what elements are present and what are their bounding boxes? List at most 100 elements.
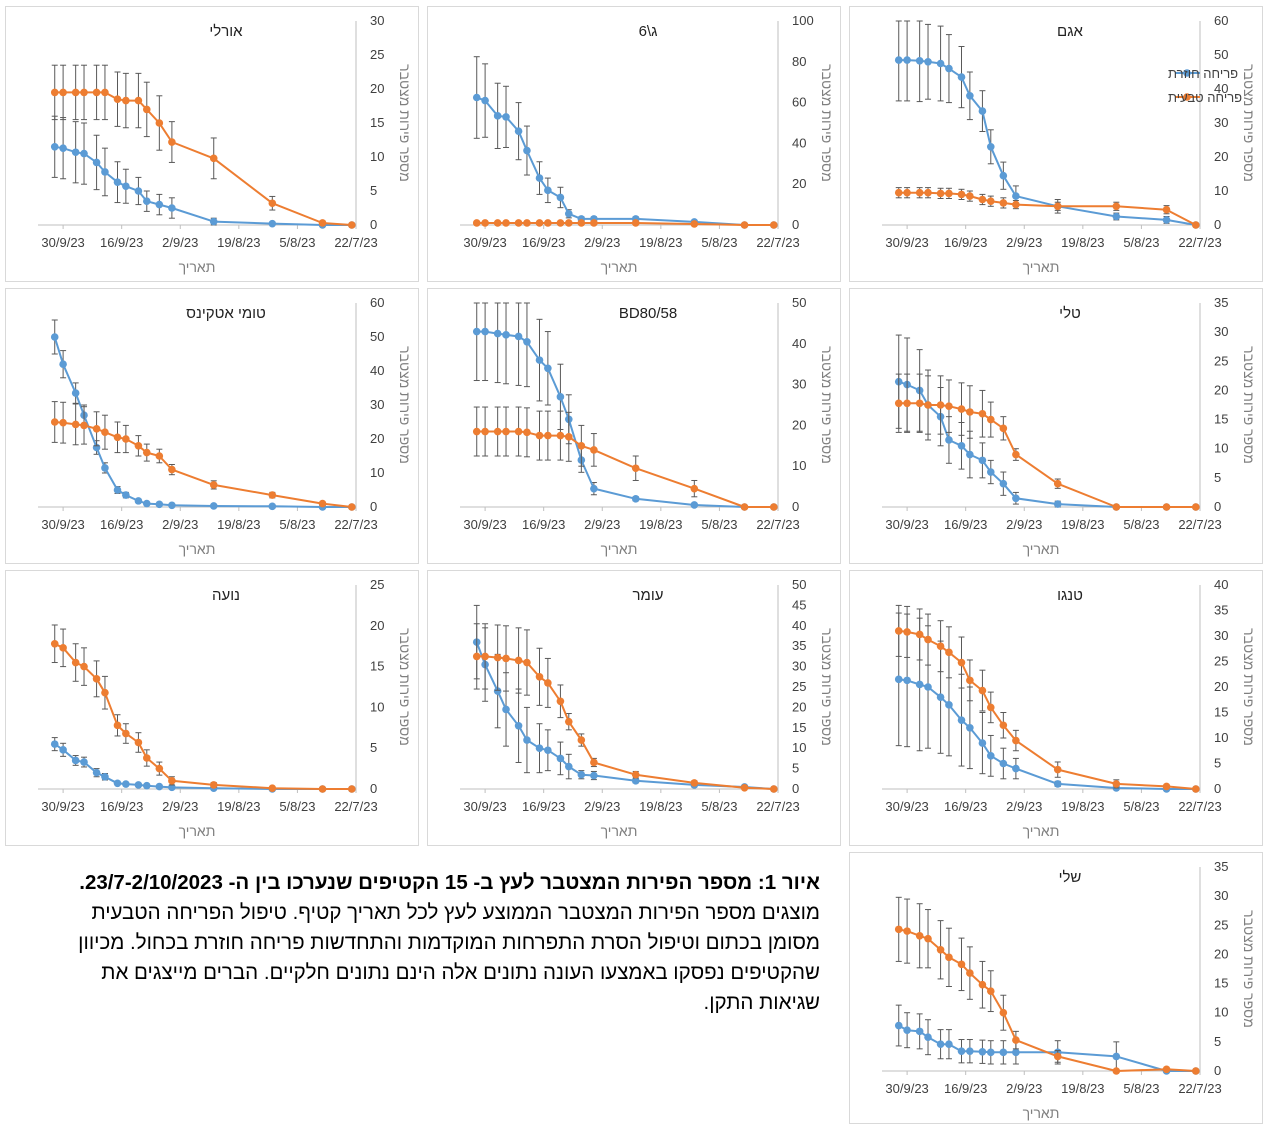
x-tick-label: 16/9/23	[100, 799, 143, 814]
data-point	[1192, 785, 1200, 793]
data-point	[1053, 202, 1062, 211]
x-tick-label: 2/9/23	[584, 517, 620, 532]
x-tick-label: 16/9/23	[522, 799, 565, 814]
data-point	[999, 424, 1008, 433]
data-point	[556, 431, 565, 440]
x-tick-label: 19/8/23	[217, 517, 260, 532]
data-point	[514, 127, 523, 135]
y-tick-label: 10	[1214, 183, 1228, 198]
data-point	[523, 736, 531, 744]
y-tick-label: 30	[370, 13, 384, 28]
x-tick-label: 16/9/23	[522, 517, 565, 532]
y-tick-label: 0	[792, 781, 799, 796]
y-tick-label: 15	[792, 720, 806, 735]
data-point	[472, 327, 481, 336]
x-tick-label: 16/9/23	[522, 235, 565, 250]
data-point	[168, 204, 176, 212]
data-point	[535, 673, 544, 681]
data-point	[59, 88, 67, 97]
data-point	[631, 770, 640, 779]
series-line	[898, 402, 1196, 508]
y-tick-label: 20	[1214, 679, 1228, 694]
data-point	[472, 93, 481, 102]
x-tick-label: 30/9/23	[41, 235, 84, 250]
x-axis-title: תאריך	[1023, 823, 1060, 839]
data-point	[590, 771, 598, 780]
data-point	[1192, 221, 1200, 229]
data-point	[894, 627, 903, 635]
data-point	[523, 146, 531, 155]
chart-svg: 0 10 20 30 40 50 60 30/9/23 16/9/23 2/9/23 19/8/23…	[38, 295, 413, 557]
y-tick-label: 5	[370, 740, 377, 755]
data-point	[564, 762, 573, 771]
y-tick-label: 0	[1214, 1063, 1221, 1078]
x-tick-label: 19/8/23	[639, 799, 682, 814]
data-point	[924, 1033, 932, 1041]
x-axis-title: תאריך	[179, 823, 216, 839]
data-point	[535, 431, 544, 440]
y-tick-label: 10	[370, 699, 384, 714]
data-point	[945, 436, 953, 444]
data-point	[168, 777, 176, 785]
data-point	[113, 721, 122, 730]
y-tick-label: 25	[370, 577, 384, 592]
data-point	[966, 192, 974, 200]
x-tick-label: 5/8/23	[1123, 1081, 1159, 1096]
caption-bold-2: 23/7-2/10/2023.	[79, 871, 223, 894]
data-point	[514, 721, 523, 730]
data-point	[986, 752, 995, 760]
data-point	[523, 337, 531, 346]
data-point	[101, 88, 109, 97]
data-point	[631, 777, 640, 785]
series-line	[54, 91, 352, 226]
data-point	[915, 399, 924, 408]
data-point	[978, 739, 987, 747]
y-tick-label: 10	[370, 465, 384, 480]
data-point	[493, 329, 502, 338]
y-tick-label: 20	[370, 81, 384, 96]
x-tick-label: 5/8/23	[701, 517, 737, 532]
data-point	[122, 491, 130, 499]
data-point	[348, 221, 356, 229]
data-point	[544, 186, 552, 195]
data-point	[122, 729, 130, 738]
x-tick-label: 5/8/23	[279, 799, 315, 814]
x-tick-label: 22/7/23	[1178, 517, 1221, 532]
data-point	[957, 1047, 966, 1055]
series-line	[475, 641, 774, 790]
data-point	[1053, 765, 1062, 774]
x-tick-label: 2/9/23	[162, 517, 198, 532]
x-axis-title: תאריך	[601, 541, 638, 557]
data-point	[957, 405, 966, 413]
data-point	[50, 639, 59, 648]
y-tick-label: 30	[370, 397, 384, 412]
data-point	[590, 219, 598, 227]
x-axis-title: תאריך	[1023, 541, 1060, 557]
x-tick-label: 30/9/23	[885, 1081, 928, 1096]
series-line	[54, 145, 352, 226]
data-point	[924, 683, 932, 691]
data-point	[924, 934, 932, 943]
data-point	[544, 679, 552, 687]
y-tick-label: 50	[792, 577, 806, 592]
data-point	[134, 738, 143, 747]
data-point	[999, 1048, 1008, 1057]
data-point	[915, 56, 924, 65]
x-tick-label: 19/8/23	[1061, 517, 1104, 532]
y-tick-label: 0	[792, 217, 799, 232]
y-tick-label: 0	[1214, 781, 1221, 796]
data-point	[80, 758, 88, 766]
y-tick-label: 35	[1214, 603, 1228, 618]
data-point	[142, 448, 151, 457]
data-point	[999, 721, 1008, 730]
x-tick-label: 2/9/23	[584, 235, 620, 250]
data-point	[113, 95, 122, 103]
data-point	[966, 969, 974, 977]
y-axis-title: מספר פירות מצטבר	[819, 346, 835, 464]
x-tick-label: 19/8/23	[639, 517, 682, 532]
data-point	[770, 221, 778, 229]
data-point	[999, 1008, 1008, 1017]
data-point	[209, 481, 218, 489]
x-tick-label: 2/9/23	[1006, 517, 1042, 532]
y-tick-label: 30	[792, 377, 806, 392]
